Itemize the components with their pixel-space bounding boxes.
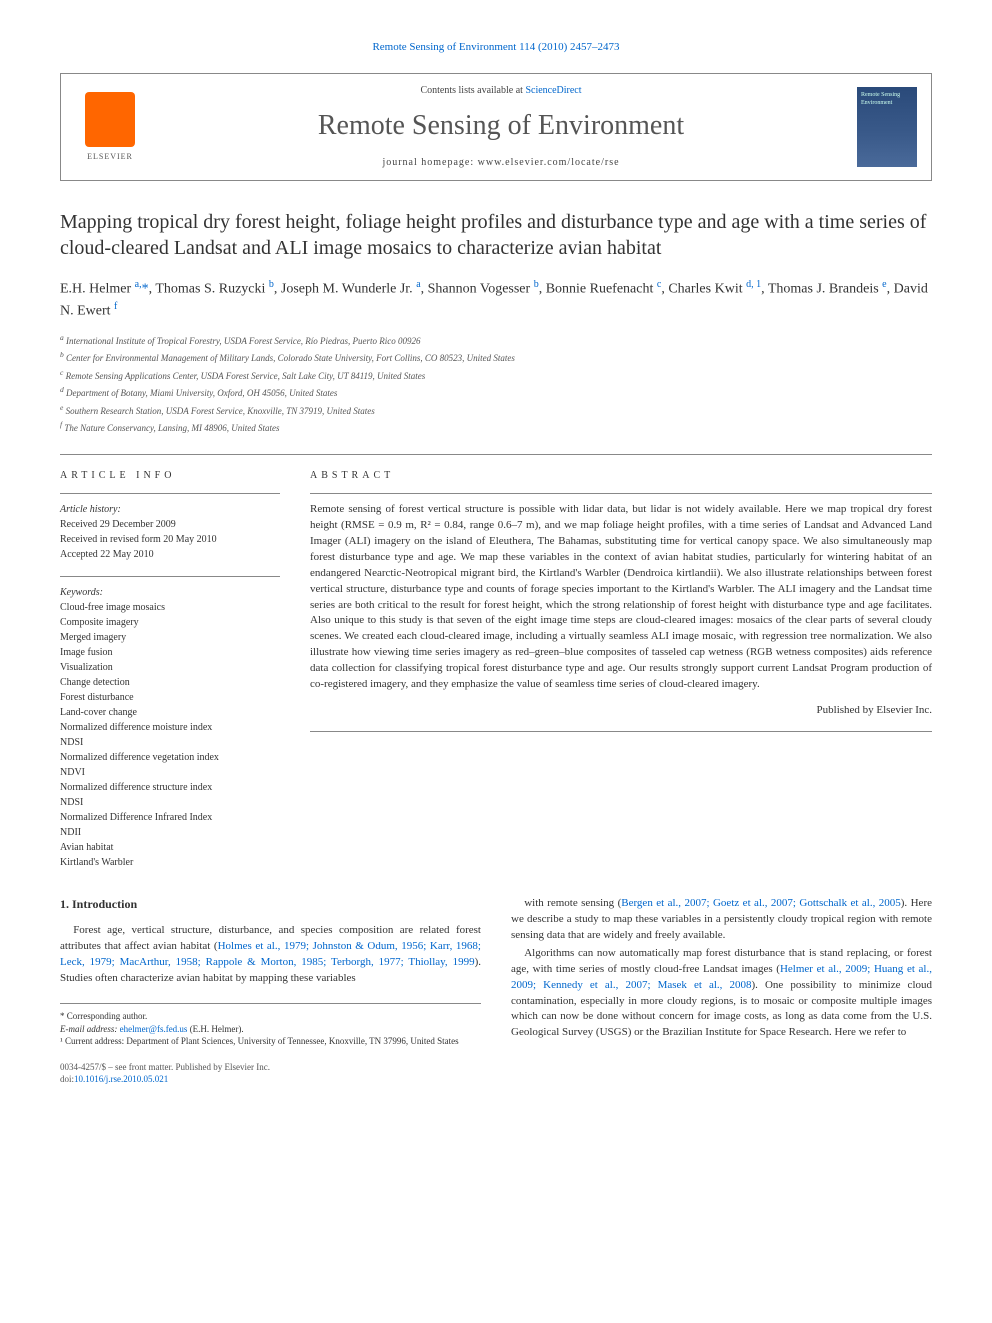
contents-prefix: Contents lists available at xyxy=(420,85,525,96)
authors-line: E.H. Helmer a,*, Thomas S. Ruzycki b, Jo… xyxy=(60,277,932,322)
affiliations-block: a International Institute of Tropical Fo… xyxy=(60,332,932,436)
journal-name: Remote Sensing of Environment xyxy=(161,106,841,145)
keyword-line: Forest disturbance xyxy=(60,690,280,705)
contents-lists-line: Contents lists available at ScienceDirec… xyxy=(161,84,841,98)
intro-para-1: Forest age, vertical structure, disturba… xyxy=(60,923,481,987)
intro-heading: 1. Introduction xyxy=(60,896,481,913)
keyword-line: Normalized Difference Infrared Index xyxy=(60,810,280,825)
keyword-line: NDII xyxy=(60,825,280,840)
keyword-line: Merged imagery xyxy=(60,630,280,645)
journal-citation[interactable]: Remote Sensing of Environment 114 (2010)… xyxy=(60,40,932,55)
keywords-label: Keywords: xyxy=(60,585,280,600)
doi-prefix: doi: xyxy=(60,1074,74,1084)
body-col-right: with remote sensing (Bergen et al., 2007… xyxy=(511,896,932,1085)
keyword-line: Change detection xyxy=(60,675,280,690)
intro-para-3: Algorithms can now automatically map for… xyxy=(511,946,932,1042)
doi-line: doi:10.1016/j.rse.2010.05.021 xyxy=(60,1074,481,1086)
body-col-left: 1. Introduction Forest age, vertical str… xyxy=(60,896,481,1085)
current-address-note: ¹ Current address: Department of Plant S… xyxy=(60,1035,481,1048)
published-by: Published by Elsevier Inc. xyxy=(310,703,932,718)
journal-homepage: journal homepage: www.elsevier.com/locat… xyxy=(161,156,841,170)
journal-citation-text: Remote Sensing of Environment 114 (2010)… xyxy=(372,41,619,53)
abstract-column: abstract Remote sensing of forest vertic… xyxy=(310,469,932,870)
article-info-column: article info Article history: Received 2… xyxy=(60,469,280,870)
history-line: Accepted 22 May 2010 xyxy=(60,547,280,562)
email-line: E-mail address: ehelmer@fs.fed.us (E.H. … xyxy=(60,1023,481,1036)
info-abstract-row: article info Article history: Received 2… xyxy=(60,469,932,870)
email-address[interactable]: ehelmer@fs.fed.us xyxy=(120,1024,188,1034)
footnotes: * Corresponding author. E-mail address: … xyxy=(60,1003,481,1048)
body-columns: 1. Introduction Forest age, vertical str… xyxy=(60,896,932,1085)
article-info-heading: article info xyxy=(60,469,280,483)
keyword-line: Normalized difference vegetation index xyxy=(60,750,280,765)
affiliation-line: e Southern Research Station, USDA Forest… xyxy=(60,402,932,419)
keyword-line: NDVI xyxy=(60,765,280,780)
elsevier-logo: ELSEVIER xyxy=(75,87,145,167)
keyword-line: Visualization xyxy=(60,660,280,675)
homepage-url[interactable]: www.elsevier.com/locate/rse xyxy=(478,157,620,168)
elsevier-label: ELSEVIER xyxy=(87,151,133,162)
history-line: Received in revised form 20 May 2010 xyxy=(60,532,280,547)
keywords-block: Keywords: Cloud-free image mosaicsCompos… xyxy=(60,576,280,870)
doi-value[interactable]: 10.1016/j.rse.2010.05.021 xyxy=(74,1074,168,1084)
keyword-line: Land-cover change xyxy=(60,705,280,720)
keyword-line: Avian habitat xyxy=(60,840,280,855)
intro-p2-pre: with remote sensing ( xyxy=(524,897,621,909)
affiliation-line: a International Institute of Tropical Fo… xyxy=(60,332,932,349)
elsevier-tree-icon xyxy=(85,92,135,147)
history-line: Received 29 December 2009 xyxy=(60,517,280,532)
abstract-text: Remote sensing of forest vertical struct… xyxy=(310,493,932,693)
corr-author-note: * Corresponding author. xyxy=(60,1010,481,1023)
affiliation-line: d Department of Botany, Miami University… xyxy=(60,384,932,401)
email-person: (E.H. Helmer). xyxy=(187,1024,243,1034)
intro-para-2: with remote sensing (Bergen et al., 2007… xyxy=(511,896,932,944)
keyword-line: Image fusion xyxy=(60,645,280,660)
keyword-line: Normalized difference moisture index xyxy=(60,720,280,735)
article-history: Article history: Received 29 December 20… xyxy=(60,493,280,562)
journal-cover-thumb: Remote Sensing Environment xyxy=(857,87,917,167)
keyword-line: Kirtland's Warbler xyxy=(60,855,280,870)
keyword-line: NDSI xyxy=(60,795,280,810)
keyword-line: Cloud-free image mosaics xyxy=(60,600,280,615)
journal-header-box: ELSEVIER Contents lists available at Sci… xyxy=(60,73,932,180)
cover-text: Remote Sensing Environment xyxy=(861,92,900,106)
intro-p2-ref[interactable]: Bergen et al., 2007; Goetz et al., 2007;… xyxy=(621,897,901,909)
homepage-prefix: journal homepage: xyxy=(382,157,477,168)
affiliation-line: f The Nature Conservancy, Lansing, MI 48… xyxy=(60,419,932,436)
front-matter-line: 0034-4257/$ – see front matter. Publishe… xyxy=(60,1062,481,1074)
header-center: Contents lists available at ScienceDirec… xyxy=(161,84,841,169)
abstract-bottom-rule xyxy=(310,731,932,732)
section-rule-top xyxy=(60,454,932,455)
footer-meta: 0034-4257/$ – see front matter. Publishe… xyxy=(60,1062,481,1085)
keyword-line: NDSI xyxy=(60,735,280,750)
affiliation-line: c Remote Sensing Applications Center, US… xyxy=(60,367,932,384)
affiliation-line: b Center for Environmental Management of… xyxy=(60,349,932,366)
history-label: Article history: xyxy=(60,502,280,517)
article-title: Mapping tropical dry forest height, foli… xyxy=(60,209,932,261)
abstract-heading: abstract xyxy=(310,469,932,483)
keyword-line: Composite imagery xyxy=(60,615,280,630)
sciencedirect-link[interactable]: ScienceDirect xyxy=(525,85,581,96)
email-label: E-mail address: xyxy=(60,1024,120,1034)
keyword-line: Normalized difference structure index xyxy=(60,780,280,795)
